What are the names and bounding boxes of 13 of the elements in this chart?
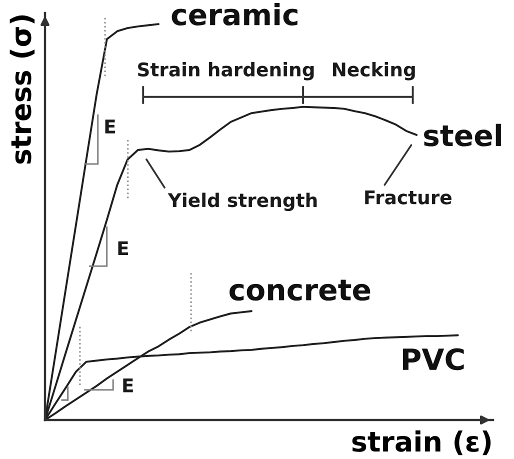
annotation: Fracture — [365, 190, 452, 204]
annotation: Yield strength — [168, 192, 317, 211]
annotation: Strain hardening — [138, 62, 314, 80]
annotation: E — [123, 378, 133, 392]
series-label: ceramic — [172, 2, 298, 26]
series-label: PVC — [402, 348, 464, 370]
y-axis-title: stress (σ) — [10, 15, 35, 164]
series-label: concrete — [230, 280, 370, 301]
series-label: steel — [424, 124, 501, 146]
annotation: Necking — [332, 62, 415, 80]
annotation: E — [118, 241, 128, 256]
x-axis-title: strain (ε) — [352, 430, 491, 456]
annotation: E — [105, 120, 115, 134]
